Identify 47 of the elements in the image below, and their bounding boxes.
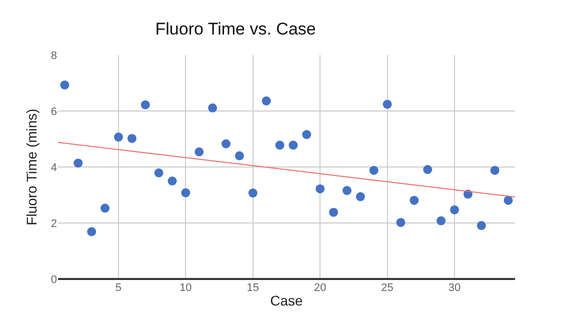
point	[168, 176, 177, 186]
point	[208, 103, 218, 112]
point	[154, 168, 164, 178]
point	[356, 192, 365, 202]
point	[275, 140, 284, 150]
point	[100, 204, 110, 213]
x-tick-label: 25	[381, 282, 394, 294]
point	[476, 221, 486, 230]
point	[262, 96, 271, 106]
point	[369, 166, 378, 175]
y-axis-title: Fluoro Time (mins)	[23, 108, 40, 226]
point	[222, 139, 231, 148]
x-tick-label: 15	[246, 282, 260, 294]
point	[436, 216, 446, 226]
y-tick-label: 2	[50, 218, 57, 230]
point	[450, 205, 460, 214]
x-tick-label: 5	[115, 282, 122, 294]
x-tick-label: 20	[314, 282, 326, 294]
point	[423, 165, 432, 174]
point	[396, 218, 406, 227]
y-tick-label: 8	[50, 50, 57, 62]
y-tick-label: 6	[50, 106, 57, 118]
point	[504, 196, 513, 205]
point	[490, 166, 500, 175]
point	[302, 130, 312, 140]
x-tick-label: 10	[180, 282, 192, 294]
x-axis-title: Case	[270, 292, 304, 308]
point	[127, 134, 136, 143]
x-tick-label: 30	[448, 282, 461, 294]
point	[382, 100, 392, 109]
point	[74, 158, 83, 168]
chart-title: Fluoro Time vs. Case	[155, 20, 316, 39]
point	[342, 186, 352, 196]
y-tick-label: 0	[50, 274, 57, 286]
point	[181, 188, 190, 198]
point	[140, 100, 150, 110]
point	[288, 140, 298, 150]
point	[194, 147, 204, 156]
point	[60, 80, 70, 90]
point	[248, 188, 258, 198]
point	[234, 151, 244, 160]
y-tick-label: 4	[50, 162, 57, 174]
point	[114, 132, 123, 142]
point	[410, 196, 419, 205]
point	[87, 227, 96, 236]
point	[316, 184, 325, 194]
point	[329, 208, 338, 217]
